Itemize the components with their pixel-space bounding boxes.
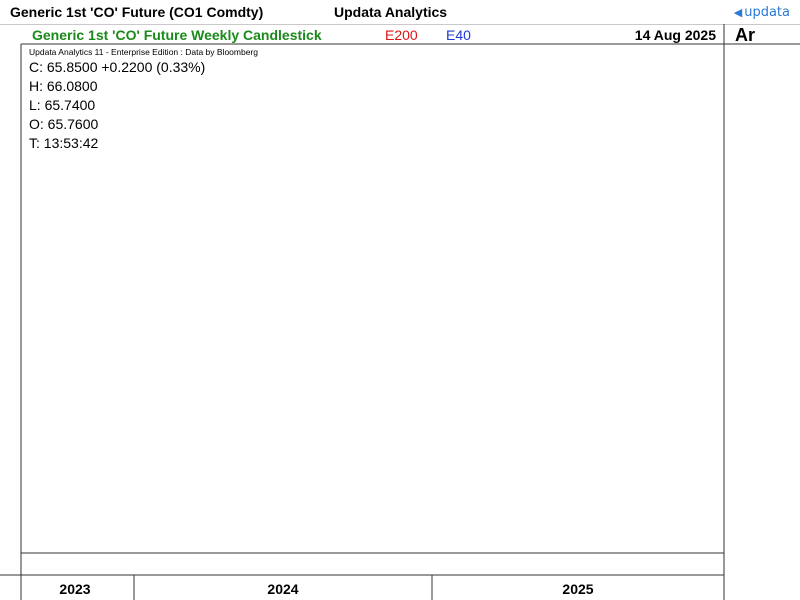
candlestick-chart[interactable]: Generic 1st 'CO' Future Weekly Candlesti…: [0, 24, 800, 600]
ohlc-readout: C: 65.8500 +0.2200 (0.33%) H: 66.0800 L:…: [29, 59, 205, 151]
price-axis-title: Ar: [735, 25, 755, 45]
chart-title: Generic 1st 'CO' Future Weekly Candlesti…: [32, 27, 322, 43]
xtick-2025: 2025: [562, 581, 593, 597]
legend-e40: E40: [446, 27, 471, 43]
vendor-title: Updata Analytics: [334, 4, 448, 20]
logo-arrow-icon: ◀: [733, 6, 743, 19]
logo-text: updata: [744, 5, 790, 20]
readout-close: C: 65.8500 +0.2200 (0.33%): [29, 59, 205, 75]
instrument-title: Generic 1st 'CO' Future (CO1 Comdty): [10, 4, 264, 20]
updata-logo: ◀ updata: [734, 5, 790, 20]
xtick-2023: 2023: [59, 581, 90, 597]
readout-low: L: 65.7400: [29, 97, 95, 113]
chart-date: 14 Aug 2025: [635, 27, 716, 43]
readout-high: H: 66.0800: [29, 78, 98, 94]
time-axis: 2023 2024 2025: [59, 575, 594, 600]
data-source: Updata Analytics 11 - Enterprise Edition…: [29, 47, 258, 57]
readout-open: O: 65.7600: [29, 116, 98, 132]
xtick-2024: 2024: [267, 581, 298, 597]
readout-time: T: 13:53:42: [29, 135, 98, 151]
title-bar: Generic 1st 'CO' Future (CO1 Comdty) Upd…: [0, 0, 800, 25]
legend-e200: E200: [385, 27, 418, 43]
plot-area: [21, 44, 724, 553]
